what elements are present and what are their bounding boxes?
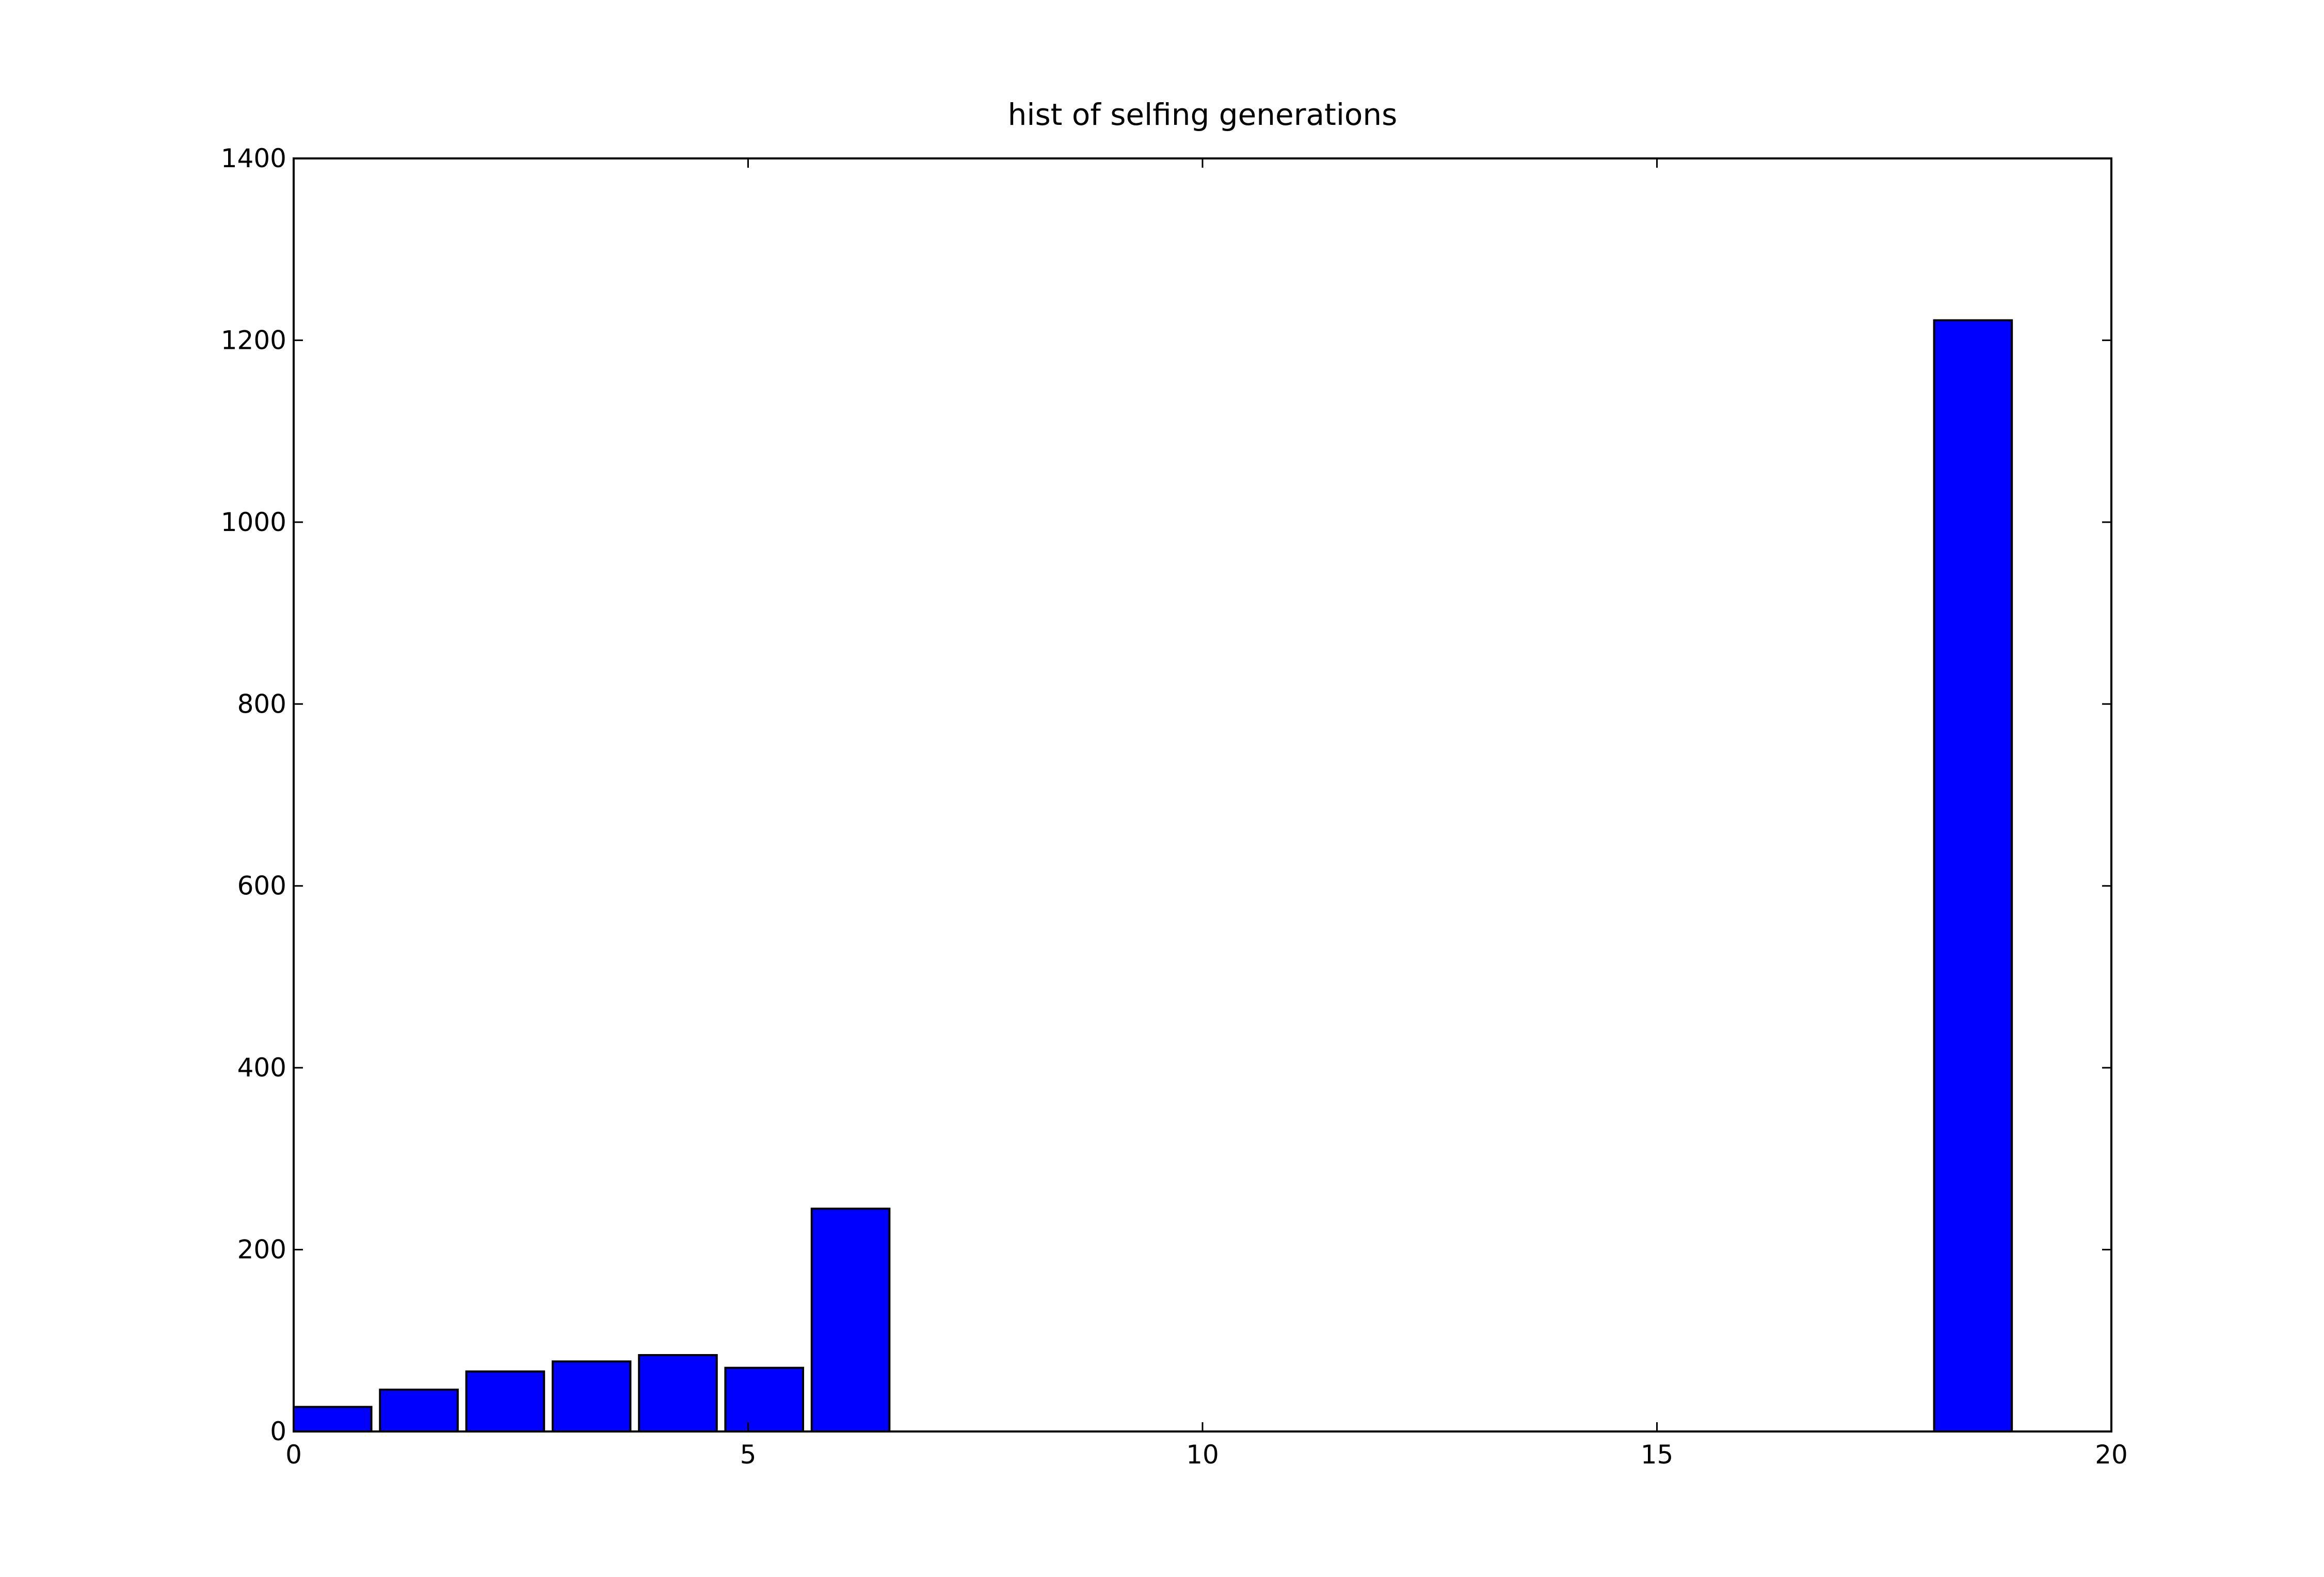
histogram-bar [724,1366,805,1433]
y-tick-label: 400 [237,1053,286,1083]
y-tick-label: 1200 [221,325,286,355]
x-tick-label: 5 [740,1440,757,1470]
y-tick-label: 1400 [221,143,286,173]
x-tick-label: 10 [1186,1440,1219,1470]
histogram-bar [1933,319,2013,1433]
chart-title: hist of selfing generations [1008,97,1398,132]
x-tick-label: 15 [1641,1440,1674,1470]
x-tick-label: 20 [2095,1440,2128,1470]
histogram-bar [379,1388,459,1433]
plot-frame [293,157,2112,1433]
plot-area-background [294,158,2111,1431]
x-tick-label: 0 [285,1440,302,1470]
bars-layer [293,319,2013,1433]
histogram-bar [465,1370,546,1433]
histogram-bar [810,1208,891,1433]
histogram-bar [293,1406,373,1433]
histogram-bar [551,1360,632,1433]
y-tick-label: 200 [237,1235,286,1265]
y-tick-label: 600 [237,871,286,901]
y-tick-label: 0 [270,1417,286,1446]
y-tick-label: 800 [237,689,286,719]
y-tick-label: 1000 [221,507,286,537]
histogram-bar [638,1354,718,1433]
